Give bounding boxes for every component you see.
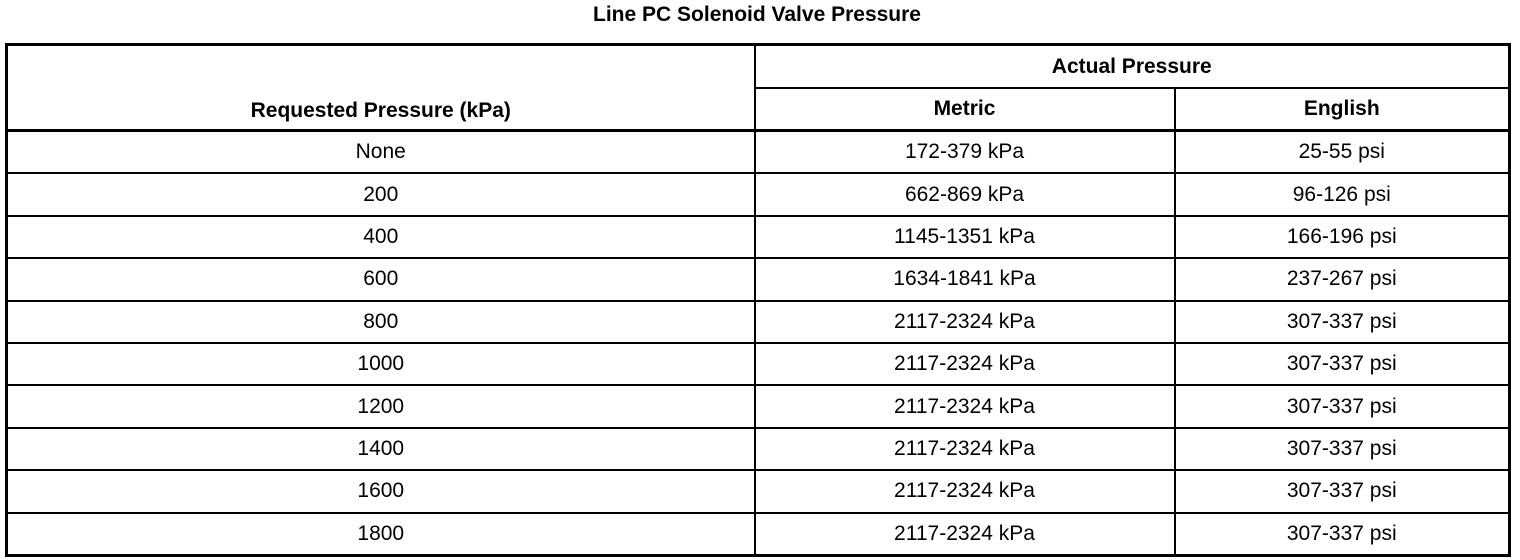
cell-english: 307-337 psi	[1174, 299, 1511, 343]
cell-requested: 1600	[6, 469, 756, 513]
cell-requested: None	[6, 129, 756, 174]
cell-requested: 400	[6, 214, 756, 259]
table-row: 1600 2117-2324 kPa 307-337 psi	[6, 469, 1511, 513]
table-row: 600 1634-1841 kPa 237-267 psi	[6, 257, 1511, 301]
cell-metric: 2117-2324 kPa	[754, 469, 1176, 513]
pressure-table: Requested Pressure (kPa) Actual Pressure…	[5, 43, 1512, 557]
table-row: None 172-379 kPa 25-55 psi	[6, 129, 1511, 174]
cell-english: 307-337 psi	[1174, 469, 1511, 513]
cell-english: 307-337 psi	[1174, 341, 1511, 386]
cell-metric: 2117-2324 kPa	[754, 511, 1176, 556]
header-requested-pressure: Requested Pressure (kPa)	[6, 43, 756, 132]
cell-english: 307-337 psi	[1174, 511, 1511, 556]
cell-english: 237-267 psi	[1174, 257, 1511, 301]
cell-requested: 1800	[6, 511, 756, 556]
cell-requested: 1000	[6, 341, 756, 386]
cell-requested: 1400	[6, 426, 756, 471]
cell-requested: 1200	[6, 384, 756, 428]
header-english: English	[1174, 87, 1511, 132]
cell-metric: 1634-1841 kPa	[754, 257, 1176, 301]
header-actual-pressure: Actual Pressure	[754, 43, 1511, 88]
cell-metric: 2117-2324 kPa	[754, 341, 1176, 386]
cell-metric: 2117-2324 kPa	[754, 384, 1176, 428]
table-row: 1800 2117-2324 kPa 307-337 psi	[6, 511, 1511, 556]
cell-requested: 600	[6, 257, 756, 301]
table-row: 1000 2117-2324 kPa 307-337 psi	[6, 341, 1511, 386]
table-title: Line PC Solenoid Valve Pressure	[593, 3, 921, 26]
cell-metric: 2117-2324 kPa	[754, 426, 1176, 471]
cell-english: 307-337 psi	[1174, 384, 1511, 428]
cell-metric: 1145-1351 kPa	[754, 214, 1176, 259]
table-row: 1400 2117-2324 kPa 307-337 psi	[6, 426, 1511, 471]
cell-english: 166-196 psi	[1174, 214, 1511, 259]
table-row: 800 2117-2324 kPa 307-337 psi	[6, 299, 1511, 343]
cell-metric: 662-869 kPa	[754, 172, 1176, 216]
header-metric: Metric	[754, 87, 1176, 132]
cell-requested: 200	[6, 172, 756, 216]
table-row: 400 1145-1351 kPa 166-196 psi	[6, 214, 1511, 259]
cell-requested: 800	[6, 299, 756, 343]
cell-english: 25-55 psi	[1174, 129, 1511, 174]
cell-english: 307-337 psi	[1174, 426, 1511, 471]
cell-metric: 172-379 kPa	[754, 129, 1176, 174]
table-row: 1200 2117-2324 kPa 307-337 psi	[6, 384, 1511, 428]
cell-metric: 2117-2324 kPa	[754, 299, 1176, 343]
cell-english: 96-126 psi	[1174, 172, 1511, 216]
table-row: 200 662-869 kPa 96-126 psi	[6, 172, 1511, 216]
